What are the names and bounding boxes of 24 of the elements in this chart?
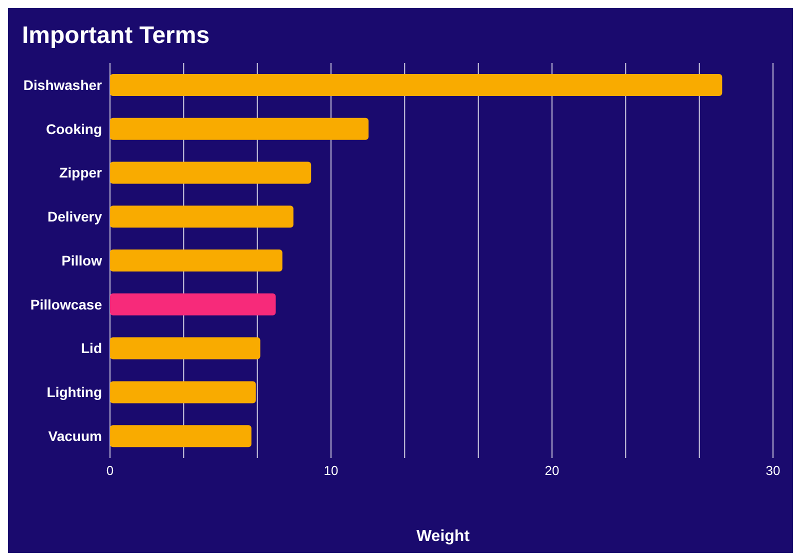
chart-title: Important Terms bbox=[22, 22, 210, 50]
bar bbox=[110, 250, 282, 272]
bar bbox=[110, 381, 256, 404]
y-tick-label: Cooking bbox=[46, 120, 102, 137]
y-tick-label: Lid bbox=[81, 340, 102, 356]
y-tick-label: Lighting bbox=[46, 384, 102, 400]
bar bbox=[110, 425, 252, 448]
x-axis-title: Weight bbox=[415, 528, 471, 546]
y-tick-label: Pillow bbox=[62, 252, 102, 268]
bar bbox=[110, 206, 294, 228]
bar bbox=[110, 74, 722, 96]
y-tick-label: Vacuum bbox=[48, 428, 102, 444]
y-tick-label: Delivery bbox=[48, 208, 102, 225]
x-tick-label: 10 bbox=[324, 463, 338, 478]
y-tick-label: Dishwasher bbox=[23, 76, 103, 93]
bar bbox=[110, 293, 276, 316]
x-tick-label: 30 bbox=[766, 463, 780, 478]
bar bbox=[110, 337, 260, 360]
y-tick-label: Zipper bbox=[59, 164, 103, 181]
x-tick-label: 0 bbox=[106, 463, 114, 478]
x-tick-label: 20 bbox=[544, 463, 560, 478]
y-tick-label: Pillowcase bbox=[30, 296, 102, 312]
bar bbox=[110, 162, 312, 184]
bar bbox=[110, 118, 369, 140]
